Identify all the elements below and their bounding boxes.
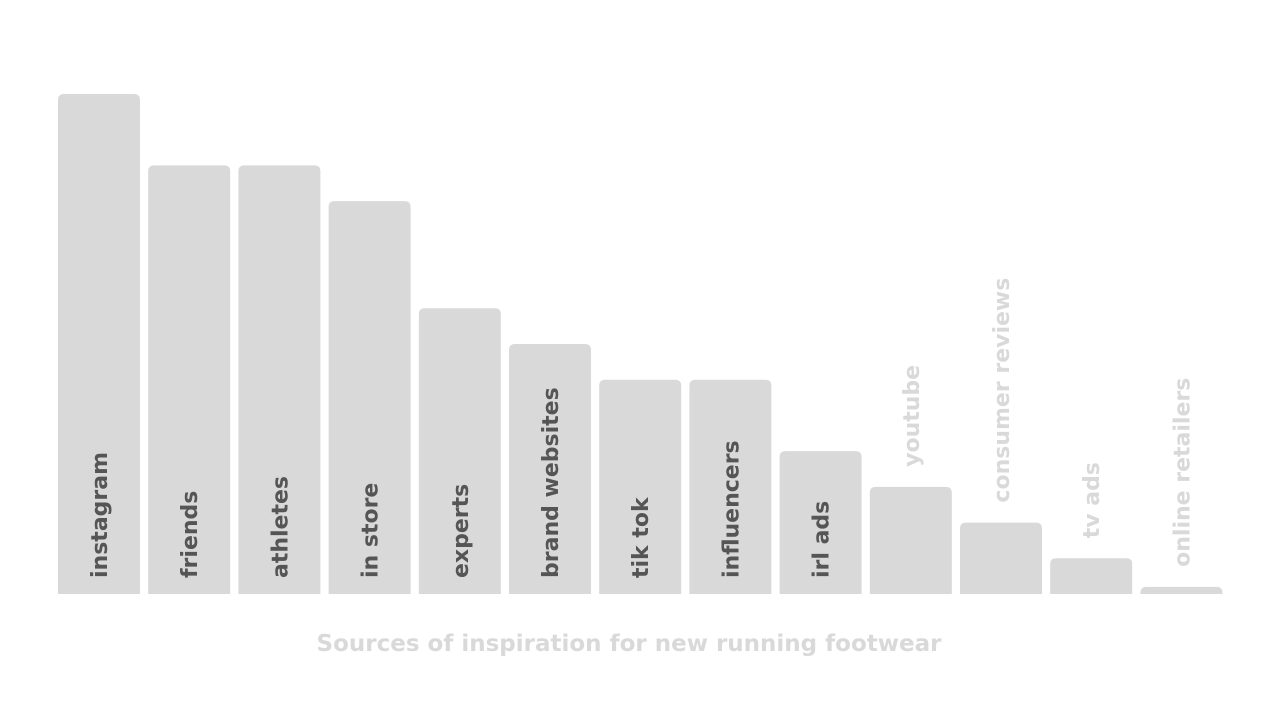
- bar-athletes: [238, 165, 321, 594]
- bar-label-influencers: influencers: [719, 440, 744, 578]
- bar-youtube: [869, 486, 952, 594]
- bar-in-store: [328, 201, 411, 594]
- bar-irl-ads: [779, 451, 862, 594]
- bar-label-athletes: athletes: [268, 476, 293, 578]
- bar-online-retailers: [1140, 586, 1223, 594]
- labels-group: instagram friends athletes in store experts b…: [88, 278, 1195, 578]
- bar-label-tik-tok: tik tok: [629, 496, 654, 578]
- bar-experts: [418, 308, 501, 594]
- bar-label-in-store: in store: [359, 483, 384, 578]
- bar-instagram: [58, 94, 140, 594]
- bar-label-experts: experts: [449, 484, 474, 578]
- bars-group: [58, 94, 1223, 594]
- bar-tik-tok: [599, 379, 682, 594]
- bar-label-brand-websites: brand websites: [539, 387, 564, 578]
- bar-tv-ads: [1050, 558, 1133, 594]
- bar-brand-websites: [509, 344, 591, 594]
- bar-label-instagram: instagram: [88, 452, 113, 578]
- bar-label-friends: friends: [178, 491, 203, 578]
- bar-influencers: [689, 379, 772, 594]
- bar-label-online-retailers: online retailers: [1170, 378, 1195, 567]
- chart-title: Sources of inspiration for new running f…: [316, 631, 942, 657]
- bar-friends: [148, 165, 231, 594]
- bar-label-consumer-reviews: consumer reviews: [990, 278, 1015, 503]
- bar-label-irl-ads: irl ads: [810, 501, 835, 578]
- bar-label-youtube: youtube: [900, 365, 925, 467]
- bar-consumer-reviews: [960, 522, 1042, 594]
- bar-label-tv-ads: tv ads: [1080, 462, 1105, 538]
